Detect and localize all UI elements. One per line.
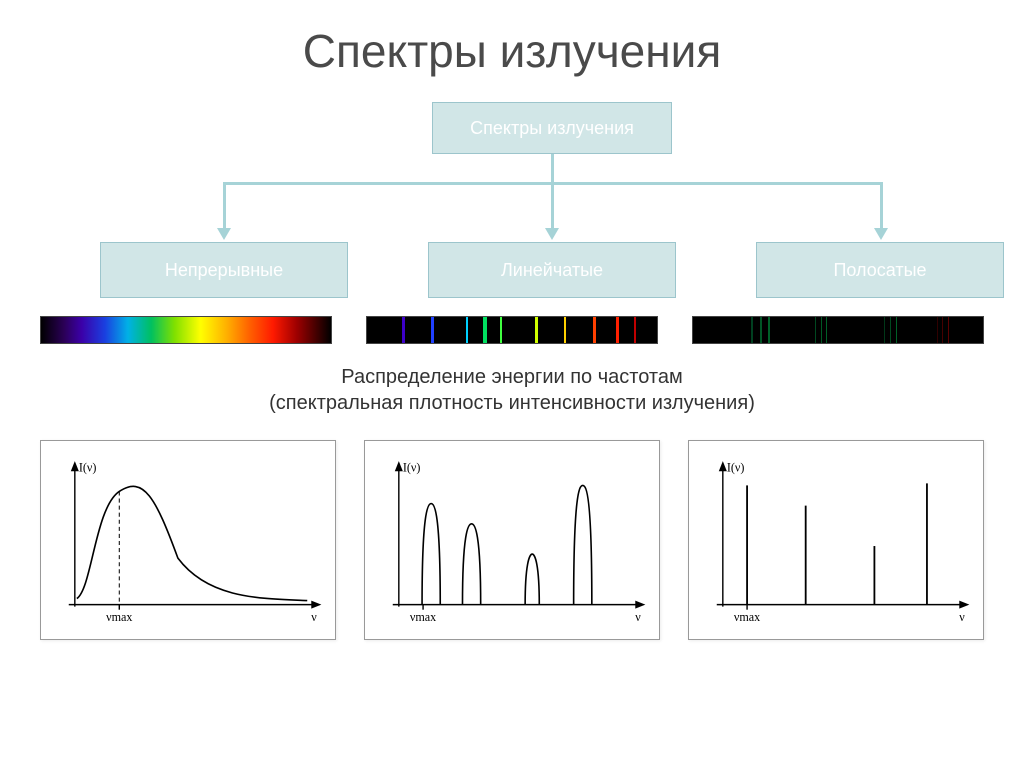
- vmax-label: νmax: [410, 610, 436, 624]
- continuous-curve: [77, 486, 307, 600]
- caption-line-2: (спектральная плотность интенсивности из…: [269, 392, 755, 414]
- flowchart-area: Спектры излучения Непрерывные Линейчатые…: [40, 102, 984, 302]
- x-axis-label: ν: [635, 610, 641, 624]
- conn-top-stem: [551, 154, 554, 182]
- conn-stem-2: [551, 182, 554, 228]
- emission-line: [616, 317, 619, 343]
- emission-line: [431, 317, 434, 343]
- emission-line: [634, 317, 636, 343]
- emission-band-line: [890, 317, 891, 343]
- emission-line: [466, 317, 468, 343]
- emission-line: [593, 317, 596, 343]
- emission-band-line: [751, 317, 753, 343]
- caption-line-1: Распределение энергии по частотам: [341, 366, 682, 388]
- graph-continuous: I(ν) ν νmax: [40, 440, 336, 640]
- emission-line: [564, 317, 566, 343]
- emission-band-line: [768, 317, 770, 343]
- emission-band-line: [896, 317, 897, 343]
- arrow-3: [874, 228, 888, 240]
- spectrum-band: [692, 316, 984, 344]
- graphs-row: I(ν) ν νmax I(ν) ν νmax: [40, 440, 984, 640]
- emission-band-line: [942, 317, 943, 343]
- emission-line: [535, 317, 538, 343]
- x-axis-label: ν: [959, 610, 965, 624]
- emission-band-line: [937, 317, 938, 343]
- flow-top-box: Спектры излучения: [432, 102, 672, 154]
- band-peaks-group: [747, 483, 927, 604]
- emission-band-line: [826, 317, 827, 343]
- graph-band: I(ν) ν νmax: [688, 440, 984, 640]
- y-axis-label: I(ν): [727, 460, 745, 474]
- vmax-label: νmax: [106, 610, 132, 624]
- flow-box-line: Линейчатые: [428, 242, 676, 298]
- conn-stem-1: [223, 182, 226, 228]
- page-root: Спектры излучения Спектры излучения Непр…: [0, 0, 1024, 767]
- emission-band-line: [760, 317, 762, 343]
- emission-band-line: [884, 317, 885, 343]
- graph-line: I(ν) ν νmax: [364, 440, 660, 640]
- spectra-row: [40, 316, 984, 344]
- emission-band-line: [815, 317, 816, 343]
- x-axis-label: ν: [311, 610, 317, 624]
- flow-box-continuous: Непрерывные: [100, 242, 348, 298]
- emission-line: [500, 317, 502, 343]
- arrow-1: [217, 228, 231, 240]
- caption: Распределение энергии по частотам (спект…: [40, 364, 984, 416]
- emission-band-line: [821, 317, 822, 343]
- y-axis-label: I(ν): [403, 460, 421, 474]
- spectrum-line: [366, 316, 658, 344]
- spectrum-continuous: [40, 316, 332, 344]
- emission-band-line: [948, 317, 949, 343]
- y-axis-label: I(ν): [79, 460, 97, 474]
- page-title: Спектры излучения: [40, 24, 984, 78]
- arrow-2: [545, 228, 559, 240]
- emission-line: [483, 317, 487, 343]
- flow-box-band: Полосатые: [756, 242, 1004, 298]
- emission-line: [402, 317, 405, 343]
- line-peaks-group: [422, 485, 592, 604]
- conn-stem-3: [880, 182, 883, 228]
- vmax-label: νmax: [734, 610, 760, 624]
